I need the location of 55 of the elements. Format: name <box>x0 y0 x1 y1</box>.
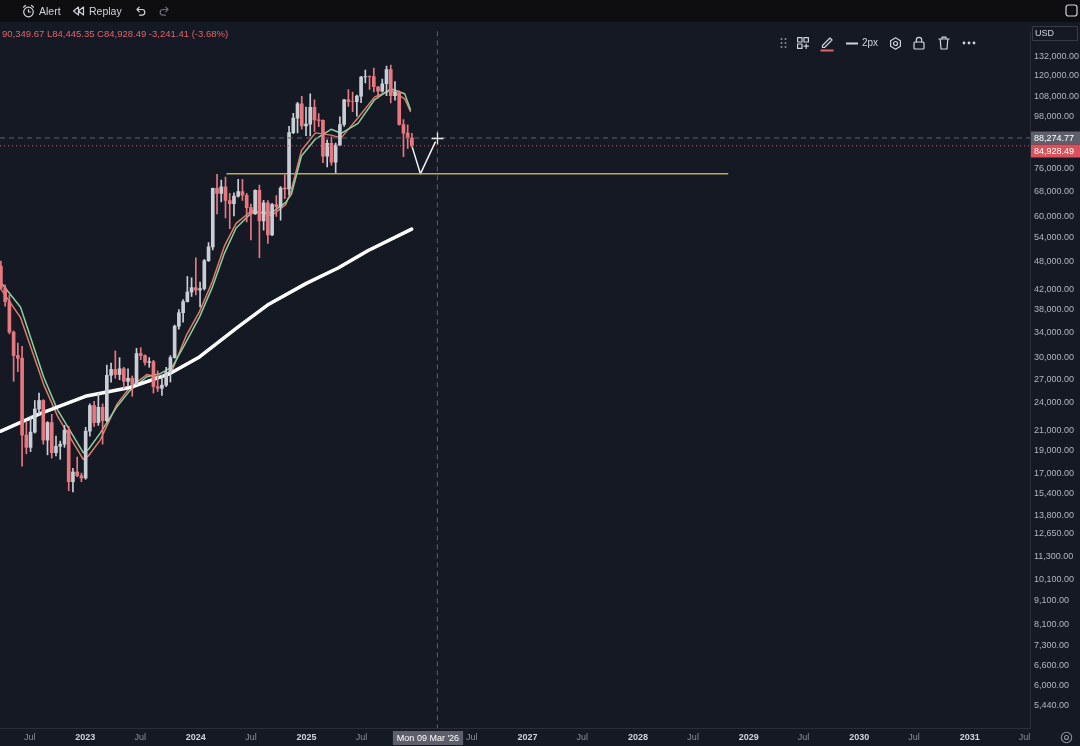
y-tick-label: 8,100.00 <box>1034 618 1070 629</box>
y-tick-label: 108,000.00 <box>1034 91 1080 102</box>
y-tick-label: 34,000.00 <box>1034 326 1075 337</box>
annotation: 90,349.67 L84,445.35 C84,928.49 -3,241.41 (-3.68%) <box>2 28 229 40</box>
y-tick-label: 17,000.00 <box>1034 467 1075 478</box>
x-tick-label: Jul <box>797 731 810 742</box>
y-tick-label: 54,000.00 <box>1034 232 1075 243</box>
x-tick-label: Jul <box>134 731 146 742</box>
x-tick-label: 2024 <box>185 731 206 742</box>
x-tick-label: Jul <box>908 731 920 742</box>
x-tick-label: Jul <box>355 731 368 742</box>
x-tick-label: 2023 <box>75 731 96 742</box>
y-tick-label: 21,000.00 <box>1034 424 1075 435</box>
x-tick-label: 2025 <box>296 731 317 742</box>
y-tick-label: 27,000.00 <box>1034 373 1075 384</box>
x-tick-label: 2030 <box>849 731 870 742</box>
y-tick-label: 68,000.00 <box>1034 185 1075 196</box>
y-tick-label: 76,000.00 <box>1034 162 1075 173</box>
x-tick-label: 2027 <box>517 731 538 742</box>
y-tick-label: 48,000.00 <box>1034 256 1075 267</box>
x-tick-label: Jul <box>466 731 478 742</box>
ref-line-label: Mon 09 Mar '26 <box>396 732 460 743</box>
y-tick-label: 30,000.00 <box>1034 352 1075 363</box>
y-tick-label: 13,800.00 <box>1034 510 1075 521</box>
y-tick-label: 10,100.00 <box>1034 573 1075 584</box>
y-tick-label: 60,000.00 <box>1034 211 1075 221</box>
y-tick-label: 15,400.00 <box>1034 487 1075 498</box>
y-tick-label: 9,100.00 <box>1034 594 1070 605</box>
y-tick-label: 6,600.00 <box>1034 660 1070 671</box>
x-tick-label: Jul <box>1018 731 1031 742</box>
y-tick-label: 19,000.00 <box>1034 445 1075 456</box>
y-tick-label: 38,000.00 <box>1034 303 1075 314</box>
x-tick-label: 2028 <box>628 731 649 742</box>
y-tick-label: 98,000.00 <box>1034 111 1075 122</box>
text: Replay <box>89 5 122 17</box>
ref-line-label: 84,928.49 <box>1034 145 1075 156</box>
x-tick-label: Jul <box>23 731 36 742</box>
annotation: 2px <box>862 37 879 49</box>
y-axis-title: USD <box>1035 28 1055 39</box>
y-tick-label: 24,000.00 <box>1034 397 1075 408</box>
y-tick-label: 11,300.00 <box>1034 550 1074 561</box>
x-tick-label: Jul <box>687 731 699 742</box>
x-tick-label: 2031 <box>959 731 980 742</box>
y-tick-label: 132,000.00 <box>1034 50 1080 61</box>
y-tick-label: 42,000.00 <box>1034 283 1075 294</box>
y-tick-label: 12,650.00 <box>1034 527 1075 538</box>
text: Alert <box>39 5 61 17</box>
y-tick-label: 7,300.00 <box>1034 639 1070 650</box>
x-tick-label: 2029 <box>738 731 759 742</box>
y-tick-label: 5,440.00 <box>1034 699 1070 710</box>
x-tick-label: Jul <box>576 731 589 742</box>
y-tick-label: 6,000.00 <box>1034 679 1070 690</box>
y-tick-label: 120,000.00 <box>1034 69 1080 80</box>
ref-line-label: 88,274.77 <box>1034 132 1075 143</box>
x-tick-label: Jul <box>245 731 257 742</box>
